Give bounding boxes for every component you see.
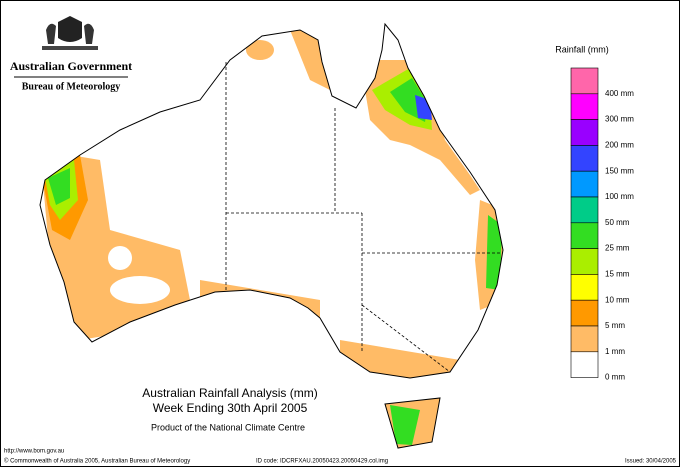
legend-swatch — [570, 299, 599, 327]
legend-label: 10 mm — [605, 295, 630, 304]
legend: Rainfall (mm) 400 mm 300 mm 200 mm 150 mm 10… — [555, 44, 634, 381]
legend-label: 300 mm — [605, 115, 634, 124]
legend-label: 50 mm — [605, 218, 630, 227]
legend-title: Rainfall (mm) — [555, 44, 609, 54]
url: http://www.bom.gov.au — [4, 449, 64, 455]
state-borders — [225, 62, 500, 373]
credit: Product of the National Climate Centre — [151, 422, 305, 432]
legend-swatch — [570, 93, 599, 120]
legend-swatch — [570, 170, 599, 198]
issued: Issued: 30/04/2005 — [625, 459, 677, 465]
legend-label: 0 mm — [605, 373, 625, 382]
legend-label: 150 mm — [605, 166, 634, 175]
legend-swatch — [570, 67, 599, 95]
map-title: Australian Rainfall Analysis (mm) — [142, 386, 317, 400]
bureau-name: Bureau of Meteorology — [22, 81, 121, 92]
legend-label: 200 mm — [605, 141, 634, 150]
legend-swatch — [570, 119, 599, 146]
legend-label: 100 mm — [605, 192, 634, 201]
logo — [42, 16, 98, 50]
legend-swatch — [570, 274, 599, 301]
legend-label: 1 mm — [605, 347, 625, 356]
legend-swatch — [570, 248, 599, 275]
legend-label: 5 mm — [605, 321, 625, 330]
map-subtitle: Week Ending 30th April 2005 — [153, 401, 308, 415]
copyright: © Commonwealth of Australia 2005, Austra… — [4, 458, 190, 465]
legend-swatch — [570, 145, 599, 172]
legend-swatch — [570, 222, 599, 249]
id-code: ID code: IDCRFXAU.20050423.20050429.col.… — [256, 459, 388, 465]
legend-label: 400 mm — [605, 89, 634, 98]
legend-swatch — [570, 196, 599, 224]
legend-swatch — [570, 325, 599, 353]
legend-label: 15 mm — [605, 270, 630, 279]
org-name: Australian Government — [10, 59, 132, 73]
legend-label: 25 mm — [605, 244, 630, 253]
legend-swatch — [570, 351, 599, 378]
